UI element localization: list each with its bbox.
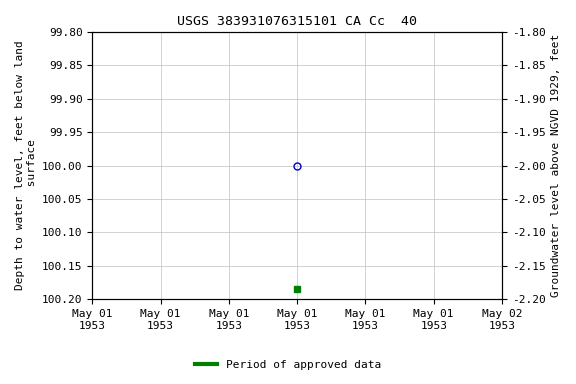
Y-axis label: Depth to water level, feet below land
 surface: Depth to water level, feet below land su… [15, 41, 37, 290]
Y-axis label: Groundwater level above NGVD 1929, feet: Groundwater level above NGVD 1929, feet [551, 34, 561, 297]
Legend: Period of approved data: Period of approved data [191, 356, 385, 375]
Title: USGS 383931076315101 CA Cc  40: USGS 383931076315101 CA Cc 40 [177, 15, 417, 28]
